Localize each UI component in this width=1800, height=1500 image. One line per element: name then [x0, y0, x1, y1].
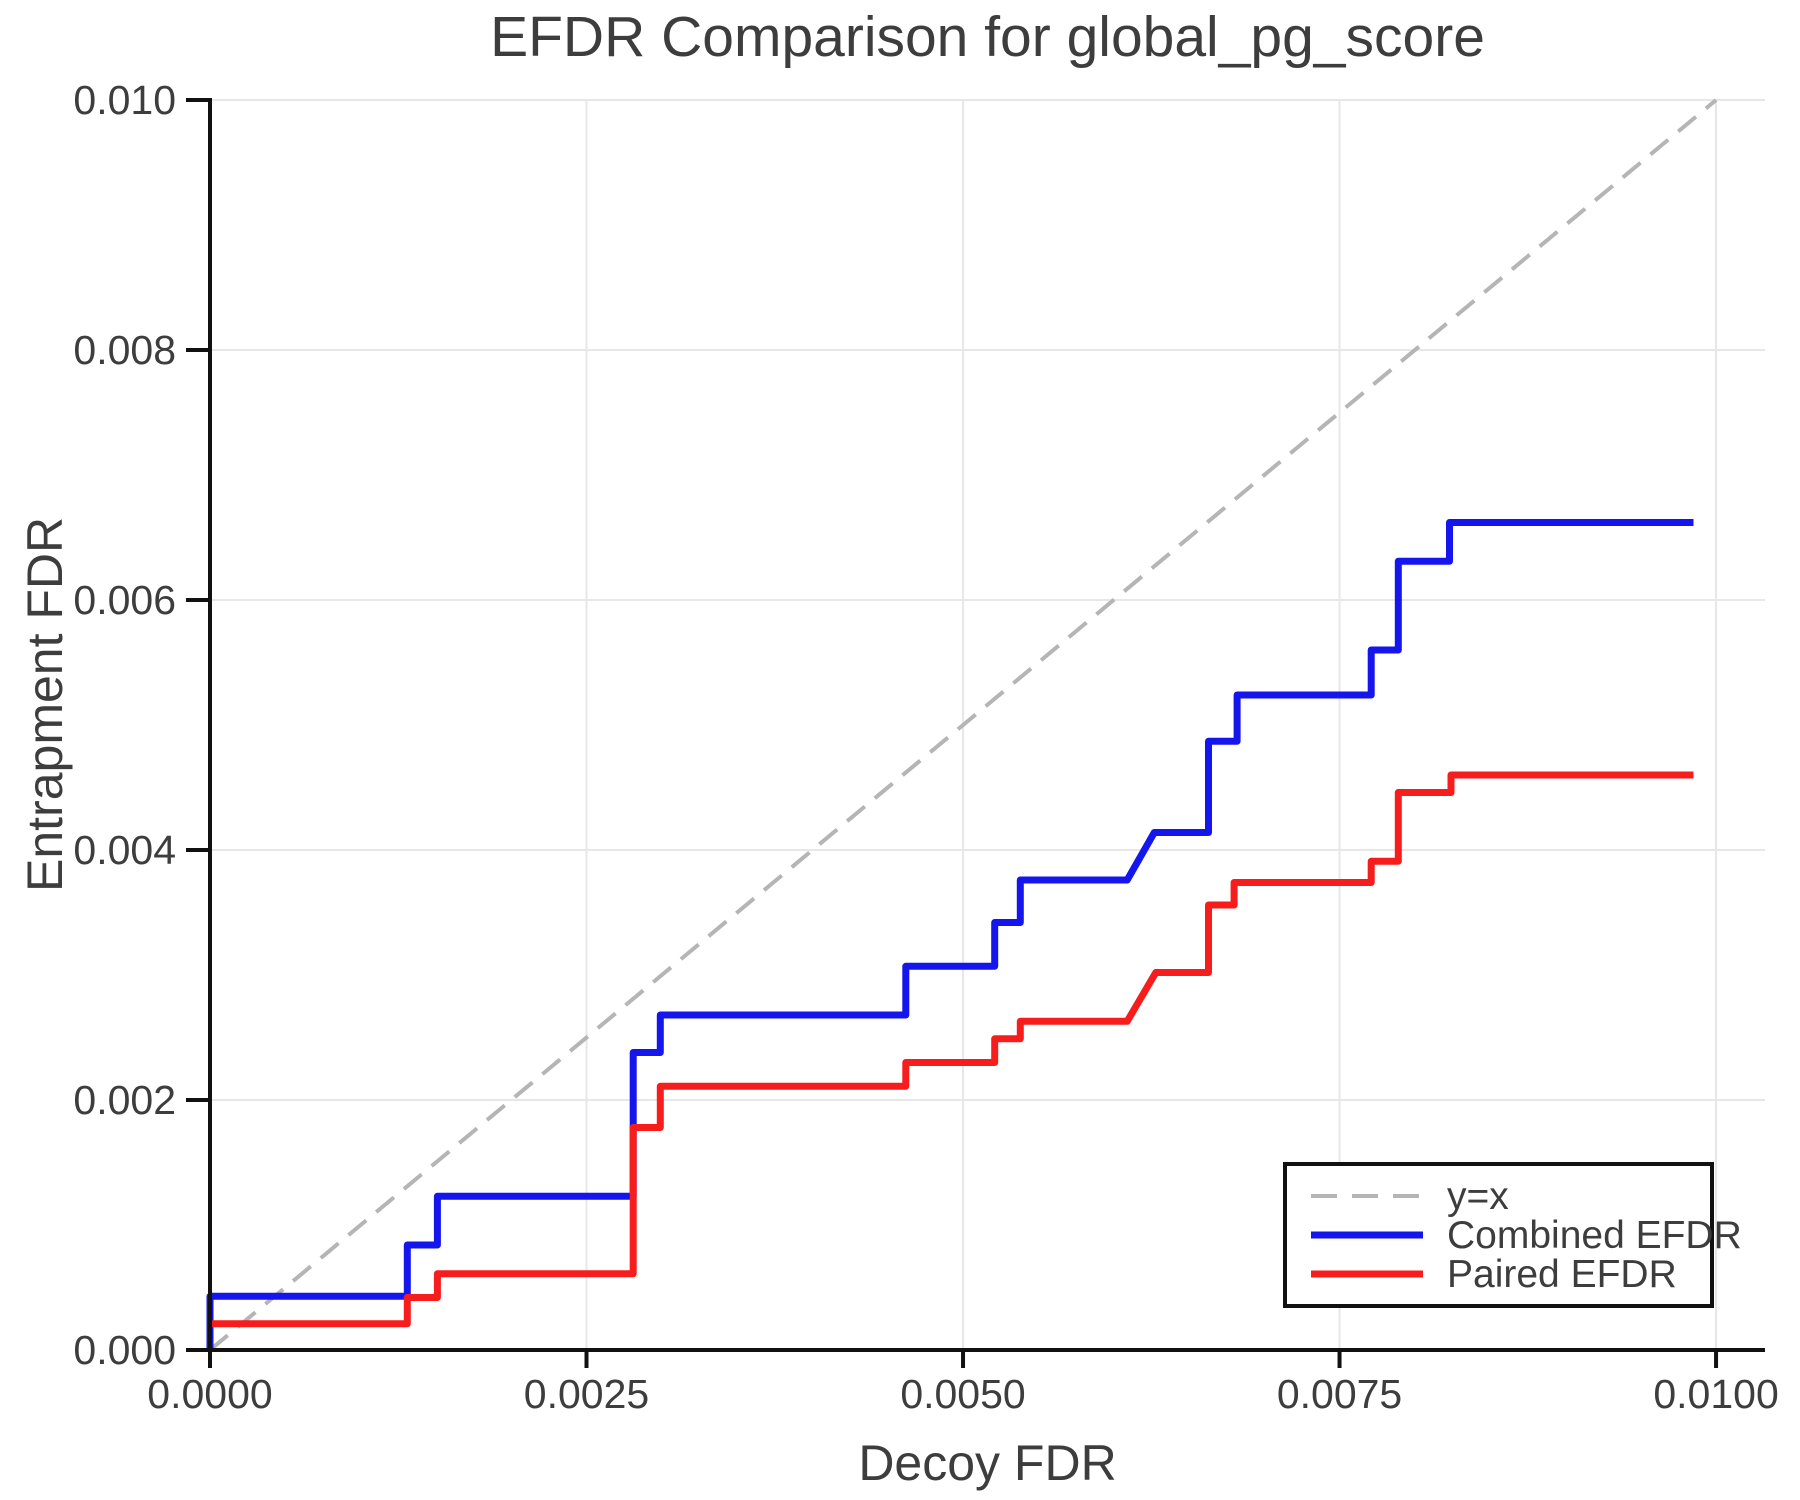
legend-label-paired-efdr: Paired EFDR [1447, 1252, 1677, 1296]
axis-ticks [186, 98, 1719, 1368]
chart-title: EFDR Comparison for global_pg_score [490, 5, 1485, 69]
x-tick-label: 0.0100 [1653, 1371, 1778, 1417]
y-x-line [208, 98, 1718, 1352]
legend-item-yx: y=x [1309, 1177, 1710, 1216]
combined-efdr-line-sample [1311, 1231, 1423, 1239]
x-tick-label: 0.0075 [1277, 1371, 1402, 1417]
y-tick-label: 0.006 [73, 577, 176, 623]
x-tick-label: 0.0000 [147, 1371, 272, 1417]
x-axis-label: Decoy FDR [858, 1435, 1117, 1491]
x-tick-label: 0.0025 [524, 1371, 649, 1417]
legend-item-paired-efdr: Paired EFDR [1309, 1255, 1710, 1294]
x-tick-label: 0.0050 [900, 1371, 1025, 1417]
axis-spines [208, 98, 1765, 1352]
y-tick-label: 0.000 [73, 1327, 176, 1373]
y-tick-label: 0.004 [73, 827, 176, 873]
paired-efdr-line [210, 771, 1694, 1328]
combined-efdr-line [206, 519, 1694, 1350]
y-tick-label: 0.008 [73, 327, 176, 373]
tick-labels: 0.0000 0.0025 0.0050 0.0075 0.0100 0.000 0.002… [73, 77, 1778, 1417]
paired-efdr-line-sample [1311, 1270, 1423, 1278]
y-tick-label: 0.002 [73, 1077, 176, 1123]
legend-box: y=x Combined EFDR Paired EFDR [1283, 1162, 1742, 1308]
legend-label-combined-efdr: Combined EFDR [1447, 1213, 1742, 1257]
y-tick-label: 0.010 [73, 77, 176, 123]
yx-dashed-line-sample [1311, 1194, 1423, 1198]
legend-item-combined-efdr: Combined EFDR [1309, 1216, 1742, 1255]
legend-label-yx: y=x [1447, 1174, 1509, 1218]
